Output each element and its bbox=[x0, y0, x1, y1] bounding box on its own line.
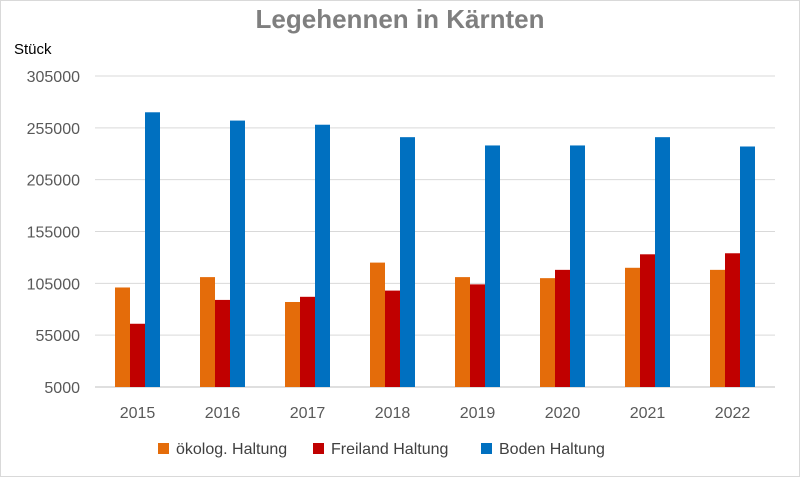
legend: ökolog. Haltung Freiland Haltung Boden Hal… bbox=[158, 441, 605, 458]
y-tick-label: 205000 bbox=[27, 173, 80, 190]
y-tick-label: 255000 bbox=[27, 121, 80, 138]
x-tick-label: 2022 bbox=[715, 405, 751, 422]
bar bbox=[655, 137, 670, 387]
bar bbox=[540, 278, 555, 387]
x-tick-label: 2020 bbox=[545, 405, 581, 422]
bar bbox=[740, 146, 755, 387]
bar bbox=[400, 137, 415, 387]
legend-swatch bbox=[481, 443, 492, 454]
bar bbox=[640, 254, 655, 387]
legend-label: Freiland Haltung bbox=[331, 441, 448, 458]
bar bbox=[555, 269, 570, 387]
bar bbox=[300, 296, 315, 387]
x-tick-label: 2019 bbox=[460, 405, 496, 422]
legend-label: Boden Haltung bbox=[499, 441, 605, 458]
bar bbox=[470, 284, 485, 387]
x-tick-label: 2017 bbox=[290, 405, 326, 422]
bar bbox=[315, 124, 330, 388]
legend-item: Boden Haltung bbox=[481, 441, 605, 458]
y-tick-label: 55000 bbox=[36, 328, 81, 345]
y-tick-label: 105000 bbox=[27, 276, 80, 293]
chart-title: Legehennen in Kärnten bbox=[256, 4, 545, 34]
bar bbox=[485, 145, 500, 387]
bar bbox=[215, 299, 230, 387]
x-tick-label: 2016 bbox=[205, 405, 241, 422]
y-tick-label: 5000 bbox=[44, 380, 80, 397]
legend-item: Freiland Haltung bbox=[313, 441, 448, 458]
bar bbox=[455, 277, 470, 387]
bar bbox=[370, 262, 385, 387]
bar bbox=[145, 112, 160, 388]
legend-item: ökolog. Haltung bbox=[158, 441, 287, 458]
legend-label: ökolog. Haltung bbox=[176, 441, 287, 458]
bar bbox=[130, 323, 145, 387]
legend-swatch bbox=[158, 443, 169, 454]
legend-swatch bbox=[313, 443, 324, 454]
bars bbox=[115, 112, 755, 388]
y-tick-label: 155000 bbox=[27, 225, 80, 242]
bar bbox=[725, 253, 740, 387]
y-tick-label: 305000 bbox=[27, 69, 80, 86]
x-tick-labels: 2015 2016 2017 2018 2019 2020 2021 2022 bbox=[120, 405, 751, 422]
bar bbox=[385, 290, 400, 387]
bar bbox=[625, 267, 640, 387]
bar bbox=[710, 269, 725, 387]
y-axis-label: Stück bbox=[14, 41, 52, 58]
bar bbox=[200, 277, 215, 387]
x-tick-label: 2021 bbox=[630, 405, 666, 422]
x-tick-label: 2018 bbox=[375, 405, 411, 422]
bar bbox=[570, 145, 585, 387]
x-tick-label: 2015 bbox=[120, 405, 156, 422]
y-tick-labels: 5000 55000 105000 155000 205000 255000 305000 bbox=[27, 69, 80, 397]
bar bbox=[285, 301, 300, 387]
bar bbox=[230, 120, 245, 388]
bar bbox=[115, 287, 130, 387]
gridlines bbox=[95, 75, 775, 388]
